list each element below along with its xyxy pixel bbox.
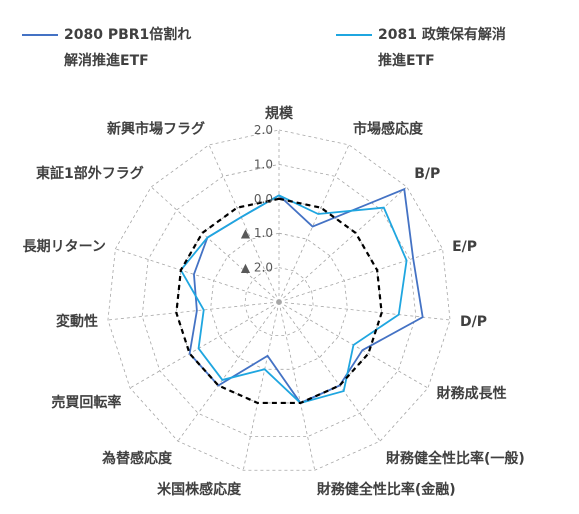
legend-series-2080: 2080 PBR1倍割れ 解消推進ETF: [22, 22, 191, 74]
legend-label-2080-line2: 解消推進ETF: [64, 53, 149, 69]
gridline-ring: [175, 198, 383, 404]
legend-swatch-2080: [22, 34, 58, 36]
legend-label-2081-line2: 推進ETF: [378, 53, 435, 69]
gridline-spoke: [242, 301, 280, 471]
axis-label: 東証1部外フラグ: [36, 165, 144, 182]
axis-label: 市場感応度: [353, 121, 424, 138]
tick-label: 0.0: [254, 192, 273, 206]
axis-label: 財務健全性比率(一般): [385, 450, 525, 467]
tick-label: ▲ 1.0: [241, 226, 273, 240]
axis-label: 変動性: [56, 313, 98, 330]
gridline-spoke: [278, 301, 381, 442]
axis-label: E/P: [452, 239, 477, 255]
gridline-spoke: [278, 186, 408, 303]
legend-label-2080-line1: 2080 PBR1倍割れ: [64, 27, 192, 43]
axis-label: 為替感応度: [101, 450, 173, 467]
gridline-spoke: [150, 186, 280, 303]
center-point: [276, 299, 282, 305]
axis-label: 米国株感応度: [157, 481, 242, 498]
gridline-spoke: [208, 144, 280, 303]
axis-label: D/P: [460, 314, 487, 330]
gridline-spoke: [115, 248, 280, 303]
axis-label: 財務健全性比率(金融): [316, 481, 456, 498]
series-line-0: [188, 187, 424, 405]
gridline-ring: [141, 163, 417, 437]
gridline-spoke: [129, 301, 280, 389]
legend-swatch-2081: [336, 34, 372, 36]
gridline-spoke: [278, 144, 350, 303]
series-line-1: [179, 194, 408, 404]
gridline-ring: [107, 129, 451, 471]
gridline-spoke: [278, 248, 443, 303]
axis-label: B/P: [414, 166, 440, 182]
axis-label: 財務成長性: [436, 385, 507, 402]
axis-label: 売買回転率: [51, 394, 121, 411]
tick-label: 1.0: [254, 157, 273, 171]
axis-label: 規模: [265, 105, 294, 122]
axis-label: 長期リターン: [23, 239, 106, 255]
gridline-spoke: [278, 301, 316, 471]
tick-label: 2.0: [254, 123, 273, 137]
tick-label: ▲ 2.0: [241, 261, 273, 275]
legend-label-2081-line1: 2081 政策保有解消: [378, 27, 506, 43]
axis-label: 新興市場フラグ: [107, 121, 205, 138]
gridline-spoke: [177, 301, 280, 442]
legend-series-2081: 2081 政策保有解消 推進ETF: [336, 22, 506, 74]
gridline-spoke: [278, 301, 451, 321]
gridline-spoke: [107, 301, 280, 321]
